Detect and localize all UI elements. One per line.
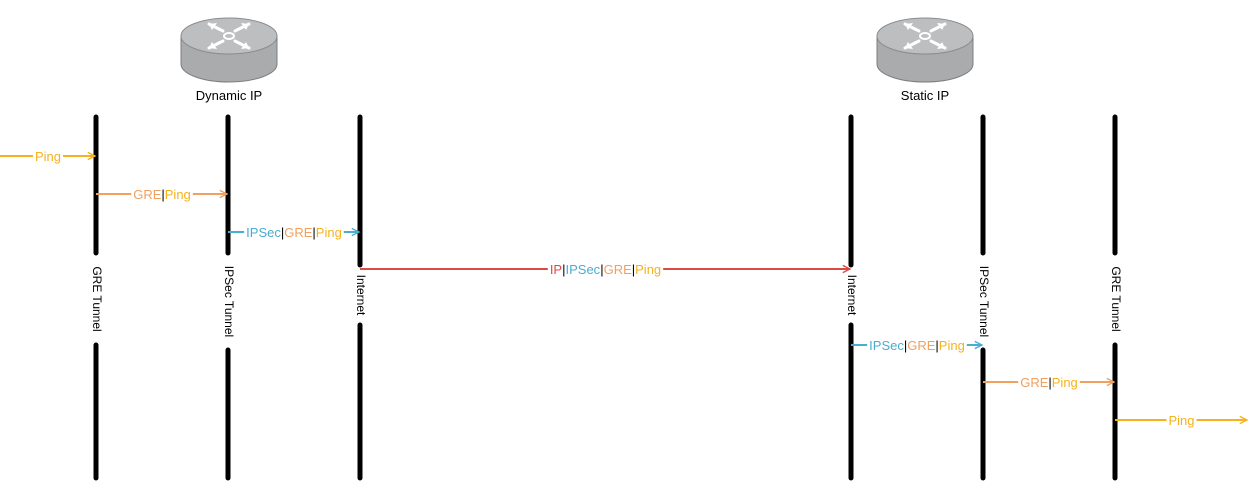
lifeline-label: IPSec Tunnel <box>977 266 991 337</box>
router-icon <box>180 17 278 83</box>
router-icon <box>876 17 974 83</box>
protocol-ping: Ping <box>35 149 61 164</box>
protocol-gre: GRE <box>604 262 633 277</box>
protocol-gre: GRE <box>133 187 162 202</box>
separator: | <box>562 262 565 277</box>
protocol-gre: GRE <box>907 338 936 353</box>
message-label: Ping <box>1168 413 1194 428</box>
messages: PingGRE|PingIPSec|GRE|PingIP|IPSec|GRE|P… <box>0 149 1247 428</box>
protocol-ipsec: IPSec <box>869 338 904 353</box>
lifeline-label: IPSec Tunnel <box>222 266 236 337</box>
message-arrow: Ping <box>1115 413 1247 428</box>
router-label-static-ip: Static IP <box>901 88 949 103</box>
message-arrow: IPSec|GRE|Ping <box>851 338 982 353</box>
separator: | <box>1048 375 1051 390</box>
message-label: IPSec|GRE|Ping <box>246 225 342 240</box>
protocol-gre: GRE <box>284 225 313 240</box>
lifeline-label: Internet <box>354 275 368 316</box>
separator: | <box>935 338 938 353</box>
protocol-ping: Ping <box>635 262 661 277</box>
separator: | <box>904 338 907 353</box>
message-arrow: Ping <box>0 149 95 164</box>
protocol-ipsec: IPSec <box>246 225 281 240</box>
message-arrow: IP|IPSec|GRE|Ping <box>360 262 850 277</box>
lifelines: GRE Tunnel IPSec Tunnel Internet Internet IP… <box>90 114 1123 481</box>
message-label: GRE|Ping <box>133 187 191 202</box>
lifeline-label: Internet <box>845 275 859 316</box>
message-label: IPSec|GRE|Ping <box>869 338 965 353</box>
message-label: Ping <box>35 149 61 164</box>
protocol-ping: Ping <box>1168 413 1194 428</box>
lifeline-label: GRE Tunnel <box>1109 266 1123 331</box>
message-arrow: GRE|Ping <box>96 187 227 202</box>
separator: | <box>312 225 315 240</box>
protocol-gre: GRE <box>1020 375 1049 390</box>
protocol-ping: Ping <box>939 338 965 353</box>
protocol-ipsec: IPSec <box>566 262 601 277</box>
message-arrow: GRE|Ping <box>983 375 1114 390</box>
message-label: GRE|Ping <box>1020 375 1078 390</box>
router-label-dynamic-ip: Dynamic IP <box>196 88 262 103</box>
lifeline-label: GRE Tunnel <box>90 266 104 331</box>
message-label: IP|IPSec|GRE|Ping <box>550 262 661 277</box>
protocol-ping: Ping <box>1052 375 1078 390</box>
message-arrow: IPSec|GRE|Ping <box>228 225 359 240</box>
separator: | <box>632 262 635 277</box>
protocol-ping: Ping <box>316 225 342 240</box>
separator: | <box>281 225 284 240</box>
protocol-ip: IP <box>550 262 562 277</box>
separator: | <box>161 187 164 202</box>
separator: | <box>600 262 603 277</box>
protocol-ping: Ping <box>165 187 191 202</box>
